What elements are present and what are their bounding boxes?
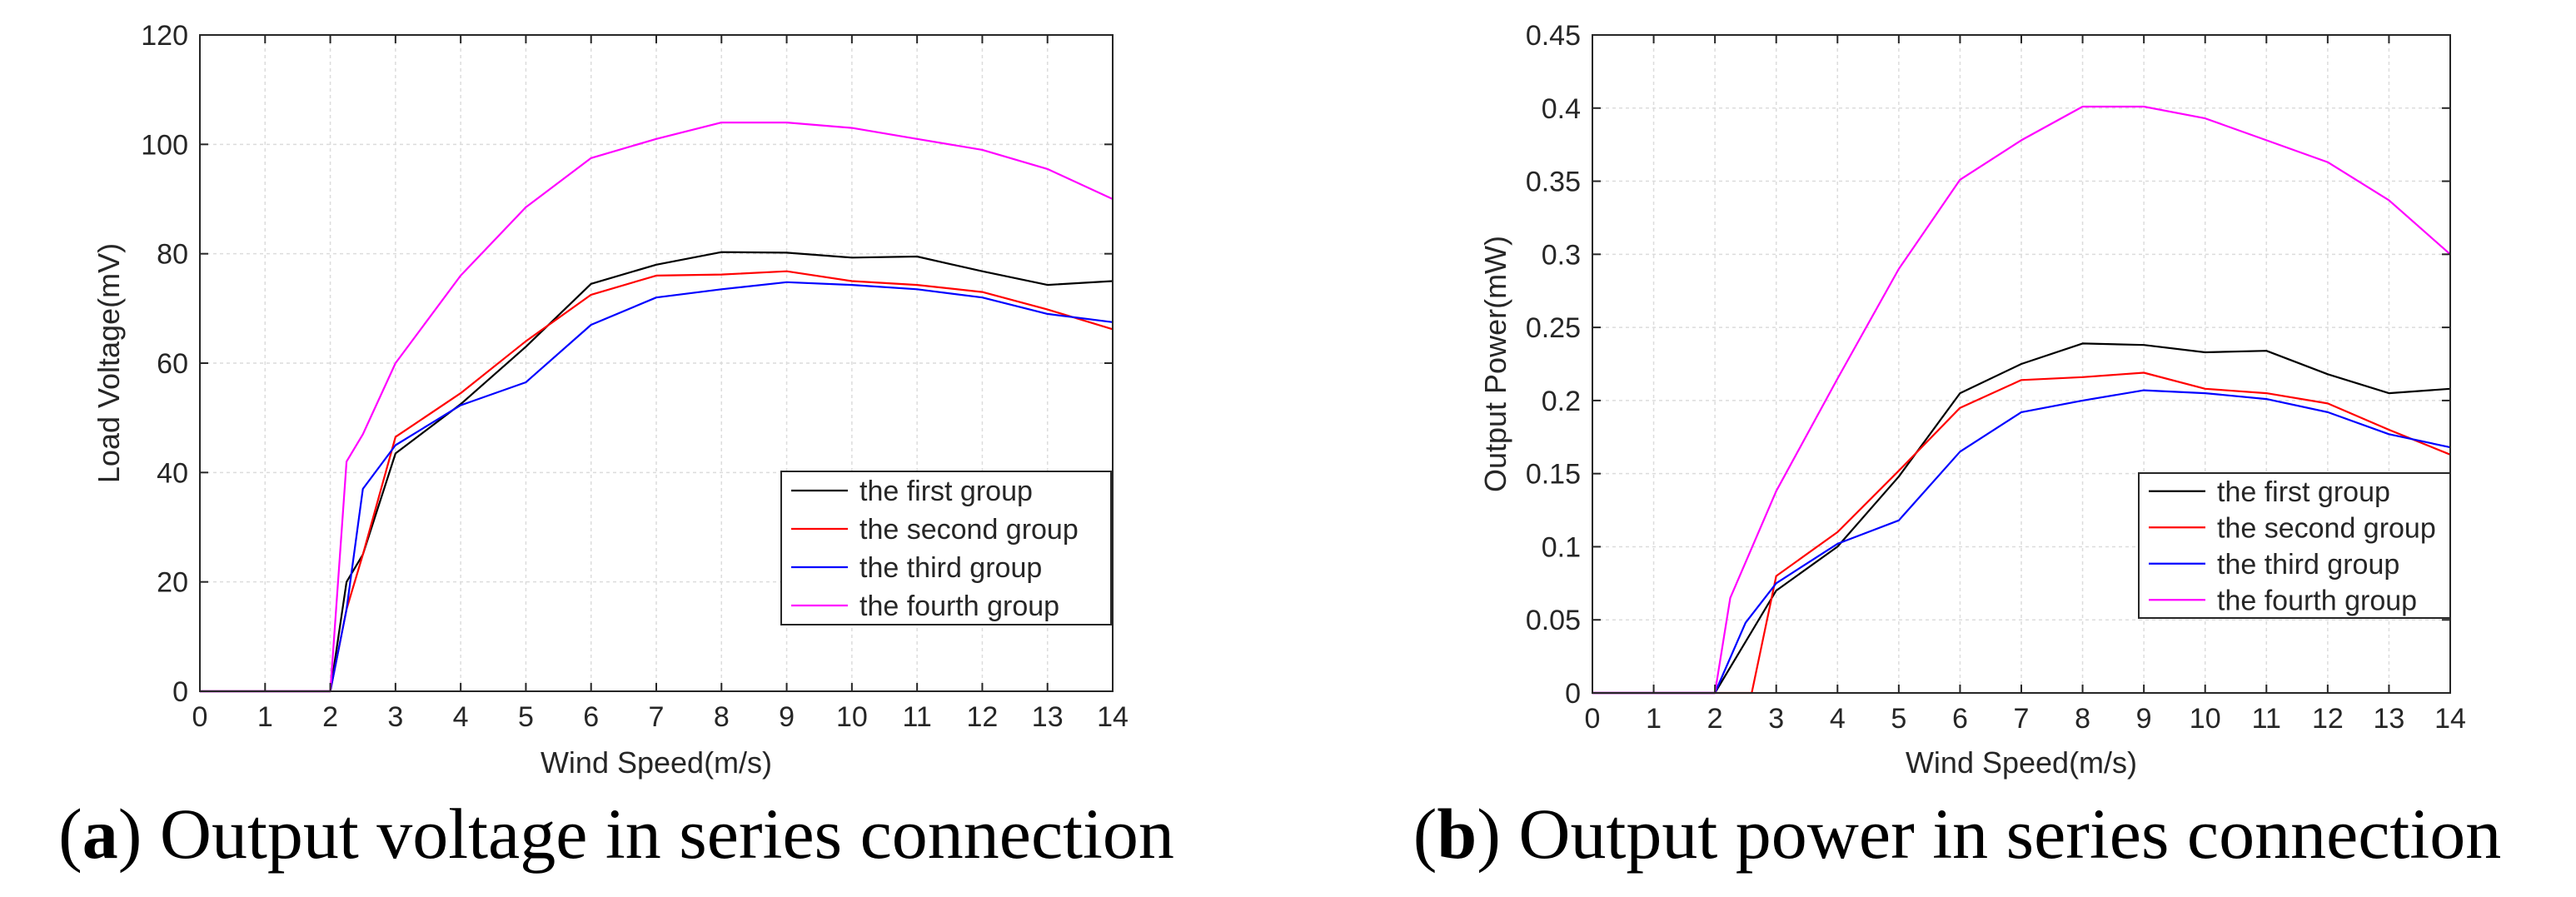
panel-b-legend-box: [2138, 472, 2451, 619]
panel-a-caption-letter: a: [82, 794, 118, 874]
panel-b-x-tick-label: 6: [1952, 703, 1968, 735]
panel-b-series-line-4: [1592, 105, 2451, 695]
panel-a-x-tick-label: 3: [387, 701, 403, 733]
panel-b-x-tick-label: 9: [2136, 703, 2152, 735]
panel-a-legend-label-3: the third group: [859, 552, 1042, 584]
panel-a-caption: (a) Output voltage in series connection: [58, 794, 1174, 874]
panel-a-y-tick-label: 60: [157, 348, 188, 380]
panel-a-x-tick-label: 12: [967, 701, 999, 733]
panel-a-x-tick-label: 5: [518, 701, 534, 733]
panel-a-series-line-1: [200, 251, 1114, 693]
panel-a-y-tick-label: 20: [157, 567, 188, 599]
panel-a-x-tick-label: 1: [257, 701, 273, 733]
panel-b-caption-text: Output power in series connection: [1518, 794, 2501, 874]
panel-a-x-tick-label: 8: [714, 701, 730, 733]
panel-b-legend-label-2: the second group: [2217, 512, 2436, 544]
panel-b-y-tick-label: 0.4: [1542, 93, 1581, 125]
panel-b-y-tick-label: 0.1: [1542, 531, 1581, 563]
panel-b-y-tick-label: 0.45: [1526, 20, 1581, 52]
panel-a-y-axis-label: Load Voltage(mV): [92, 243, 126, 483]
panel-b-x-tick-label: 13: [2374, 703, 2405, 735]
panel-a-x-tick-label: 7: [649, 701, 665, 733]
panel-b-y-tick-label: 0.05: [1526, 605, 1581, 636]
panel-b-y-tick-label: 0: [1565, 678, 1581, 710]
panel-b-x-tick-label: 11: [2252, 703, 2281, 735]
panel-b-y-tick-label: 0.2: [1542, 386, 1581, 417]
panel-b-x-tick-label: 12: [2312, 703, 2344, 735]
panel-b-ticks: 0 1 2 3 4 5 6 7 8 9 10 11 12 13 1400.050.10.150.20.250…: [1526, 20, 2466, 735]
panel-b-caption: (b) Output power in series connection: [1413, 794, 2501, 874]
panel-b-x-tick-label: 3: [1768, 703, 1784, 735]
panel-b-caption-letter: b: [1437, 794, 1477, 874]
panel-a-y-tick-label: 80: [157, 239, 188, 271]
panel-a-series: [200, 122, 1114, 693]
panel-a-series-line-3: [200, 281, 1114, 693]
panel-a-x-tick-label: 13: [1032, 701, 1064, 733]
panel-a-y-tick-label: 120: [141, 20, 188, 52]
panel-b-x-tick-label: 10: [2190, 703, 2221, 735]
panel-b-y-axis-label: Output Power(mW): [1478, 236, 1512, 492]
panel-a-x-tick-label: 0: [192, 701, 208, 733]
panel-b-x-tick-label: 14: [2434, 703, 2466, 735]
panel-b-y-tick-label: 0.15: [1526, 459, 1581, 491]
panel-b-x-tick-label: 0: [1585, 703, 1601, 735]
panel-a-y-tick-label: 100: [141, 129, 188, 161]
panel-a-series-line-4: [200, 122, 1114, 693]
panel-b-legend: the first group the second group the third…: [2138, 472, 2451, 619]
panel-b-x-tick-label: 1: [1646, 703, 1662, 735]
panel-b-series-line-3: [1592, 389, 2451, 695]
panel-b-x-tick-label: 2: [1707, 703, 1723, 735]
panel-a-x-tick-label: 10: [836, 701, 868, 733]
panel-b-legend-label-3: the third group: [2217, 549, 2399, 581]
panel-b-y-tick-label: 0.3: [1542, 239, 1581, 271]
panel-a-x-tick-label: 11: [902, 701, 931, 733]
panel-b-x-tick-label: 5: [1891, 703, 1906, 735]
panel-a-x-tick-label: 14: [1097, 701, 1129, 733]
panel-a-x-tick-label: 4: [453, 701, 469, 733]
panel-a-caption-text: Output voltage in series connection: [160, 794, 1174, 874]
panel-a-x-axis-label: Wind Speed(m/s): [541, 745, 772, 780]
panel-a-legend: the first group the second group the third…: [780, 471, 1112, 625]
panel-b-chart: 0 1 2 3 4 5 6 7 8 9 10 11 12 13 1400.050.10.150.20.250…: [1413, 20, 2501, 874]
panel-a-y-tick-label: 0: [172, 676, 188, 708]
panel-a-y-tick-label: 40: [157, 457, 188, 489]
panel-b-x-tick-label: 8: [2075, 703, 2090, 735]
panel-b-y-tick-label: 0.35: [1526, 167, 1581, 198]
panel-a-x-tick-label: 9: [779, 701, 795, 733]
panel-b-x-axis-label: Wind Speed(m/s): [1906, 745, 2137, 780]
panel-a-legend-box: [780, 471, 1112, 625]
panel-a-x-tick-label: 6: [583, 701, 599, 733]
panel-b-series-line-1: [1592, 342, 2451, 695]
panel-b-x-tick-label: 7: [2014, 703, 2030, 735]
panel-a-legend-label-1: the first group: [859, 476, 1033, 507]
panel-a-x-tick-label: 2: [322, 701, 338, 733]
panel-a-legend-label-4: the fourth group: [859, 591, 1059, 622]
panel-b-legend-label-1: the first group: [2217, 476, 2390, 508]
panel-b-x-tick-label: 4: [1830, 703, 1846, 735]
panel-b-y-tick-label: 0.25: [1526, 312, 1581, 344]
panel-a-legend-label-2: the second group: [859, 514, 1079, 546]
panel-b-legend-label-4: the fourth group: [2217, 585, 2417, 616]
